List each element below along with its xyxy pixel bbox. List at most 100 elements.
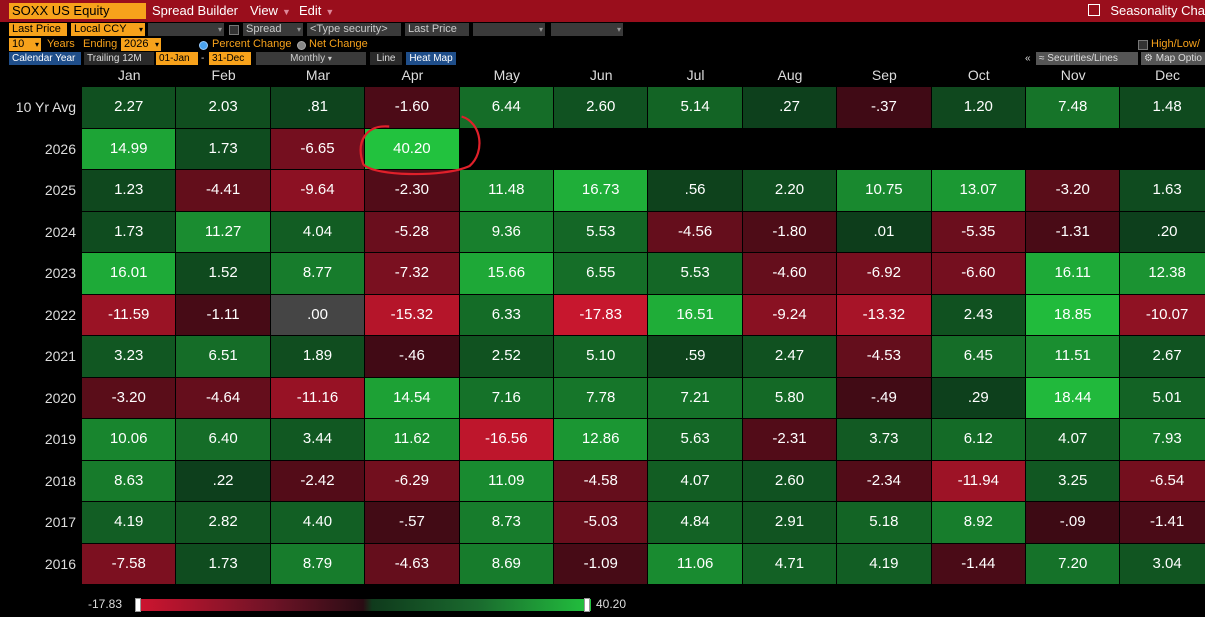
heatmap-cell: -11.16 (270, 377, 366, 419)
heatmap-cell: -16.56 (459, 419, 554, 461)
heatmap-cell: 2.47 (742, 336, 838, 378)
years-label: Years (47, 38, 75, 50)
heatmap-cell: -4.41 (176, 170, 271, 212)
high-low-checkbox[interactable] (1138, 40, 1148, 50)
heatmap-cell: 1.73 (82, 211, 177, 253)
legend-min-handle[interactable] (135, 598, 141, 612)
menu-label: Spread Builder (152, 3, 238, 18)
chart-icon: ≈ (1039, 53, 1048, 64)
heatmap-cell: 1.20 (931, 87, 1026, 129)
high-low-label: High/Low/ (1151, 38, 1200, 50)
heatmap-cell: 2.03 (176, 87, 271, 129)
heatmap-cell: -10.07 (1120, 294, 1205, 336)
spread-select[interactable]: Spread ▾ (243, 23, 303, 36)
blank-select-2[interactable]: ▾ (473, 23, 545, 36)
heatmap-cell: -1.09 (554, 543, 649, 585)
heatmap-cell: -.37 (837, 87, 932, 129)
heatmap-cell: 5.01 (1120, 377, 1205, 419)
spread-checkbox[interactable] (229, 25, 239, 35)
heatmap-cell: 14.99 (82, 128, 177, 170)
heatmap-cell: .00 (270, 294, 366, 336)
heatmap-cell: .01 (837, 211, 932, 253)
month-header: Jun (589, 67, 613, 83)
field2-select[interactable]: Last Price (405, 23, 469, 36)
percent-change-radio[interactable] (199, 41, 208, 50)
heatmap-cell: 1.89 (270, 336, 366, 378)
heatmap-cell: 12.86 (554, 419, 649, 461)
heatmap-cell: 11.09 (459, 460, 554, 502)
heatmap-cell: 10.06 (82, 419, 177, 461)
menu-spread-builder[interactable]: Spread Builder (152, 3, 238, 19)
heatmap-cell: 11.48 (459, 170, 554, 212)
years-select[interactable]: 10 ▾ (9, 38, 41, 51)
collapse-button[interactable]: « (1025, 53, 1031, 64)
heatmap-cell: 3.25 (1026, 460, 1121, 502)
currency-select[interactable]: Local CCY ▾ (71, 23, 145, 36)
window-title: Seasonality Cha (1088, 3, 1205, 19)
legend-max: 40.20 (596, 597, 627, 611)
menu-label: Edit (299, 3, 322, 18)
net-change-radio[interactable] (297, 41, 306, 50)
heatmap-cell: 5.18 (837, 502, 932, 544)
heatmap-cell: 5.53 (554, 211, 649, 253)
legend-max-handle[interactable] (584, 598, 590, 612)
heatmap-cell: -.57 (365, 502, 460, 544)
calendar-year-tab[interactable]: Calendar Year (9, 52, 81, 65)
month-header: Aug (777, 67, 803, 83)
heatmap-cell: -2.34 (837, 460, 932, 502)
month-header: Jul (686, 67, 705, 83)
blank-select[interactable]: ▾ (148, 23, 224, 36)
heatmap-cell: 4.19 (82, 502, 177, 544)
heatmap-cell: -4.63 (365, 543, 460, 585)
heatmap-cell: -4.58 (554, 460, 649, 502)
net-change-label: Net Change (309, 38, 368, 50)
heatmap-cell: 5.63 (648, 419, 743, 461)
heatmap-cell: 3.04 (1120, 543, 1205, 585)
heatmap-cell: 2.52 (459, 336, 554, 378)
heatmap-cell: -1.44 (931, 543, 1026, 585)
heatmap-cell: -3.20 (1026, 170, 1121, 212)
heatmap-cell: 13.07 (931, 170, 1026, 212)
frequency-select[interactable]: Monthly ▾ (256, 52, 366, 65)
heatmap-cell: 11.62 (365, 419, 460, 461)
field-select[interactable]: Last Price (9, 23, 67, 36)
heatmap-cell: 7.16 (459, 377, 554, 419)
heat-map-tab[interactable]: Heat Map (406, 52, 456, 65)
security-input[interactable]: <Type security> (307, 23, 401, 36)
to-date-input[interactable]: 31-Dec (209, 52, 251, 65)
heatmap-cell: 9.36 (459, 211, 554, 253)
heatmap-cell: -6.92 (837, 253, 932, 295)
ending-year-select[interactable]: 2026 ▾ (121, 38, 161, 51)
heatmap-cell: -6.60 (931, 253, 1026, 295)
blank-select-3[interactable]: ▾ (551, 23, 623, 36)
from-date-input[interactable]: 01-Jan (156, 52, 198, 65)
menu-edit[interactable]: Edit ▼ (299, 3, 334, 19)
ending-year-value: 2026 (124, 38, 149, 50)
heatmap-cell: 15.66 (459, 253, 554, 295)
chevron-down-icon: ▾ (538, 25, 543, 34)
row-label: 2020 (44, 389, 76, 406)
trailing-tab[interactable]: Trailing 12M (84, 52, 154, 65)
row-label: 2025 (44, 182, 76, 198)
external-link-icon[interactable] (1088, 4, 1101, 16)
gear-icon: ⚙ (1144, 53, 1156, 64)
window-title-label: Seasonality Cha (1110, 3, 1205, 18)
heatmap-cell: 12.38 (1120, 253, 1205, 295)
heatmap-cell: 4.84 (648, 502, 743, 544)
security-field[interactable]: SOXX US Equity (9, 3, 146, 19)
securities-lines-button[interactable]: ≈ Securities/Lines (1036, 52, 1138, 65)
heatmap-cell: 2.27 (82, 87, 177, 129)
heatmap-cell: 16.01 (82, 253, 177, 295)
row-label: 2023 (44, 265, 76, 281)
heatmap-cell: 7.20 (1026, 543, 1121, 585)
heatmap-cell: -4.56 (648, 211, 743, 253)
line-tab[interactable]: Line (370, 52, 402, 65)
heatmap-cell: -2.42 (270, 460, 366, 502)
menu-view[interactable]: View ▼ (250, 3, 291, 19)
heatmap-cell: 1.23 (82, 170, 177, 212)
chevron-down-icon: ▾ (34, 40, 39, 49)
map-options-button[interactable]: ⚙ Map Optio (1141, 52, 1205, 65)
heatmap-cell: 3.44 (270, 419, 366, 461)
month-header: Jan (117, 67, 141, 83)
chevron-down-icon: ▾ (296, 25, 301, 34)
